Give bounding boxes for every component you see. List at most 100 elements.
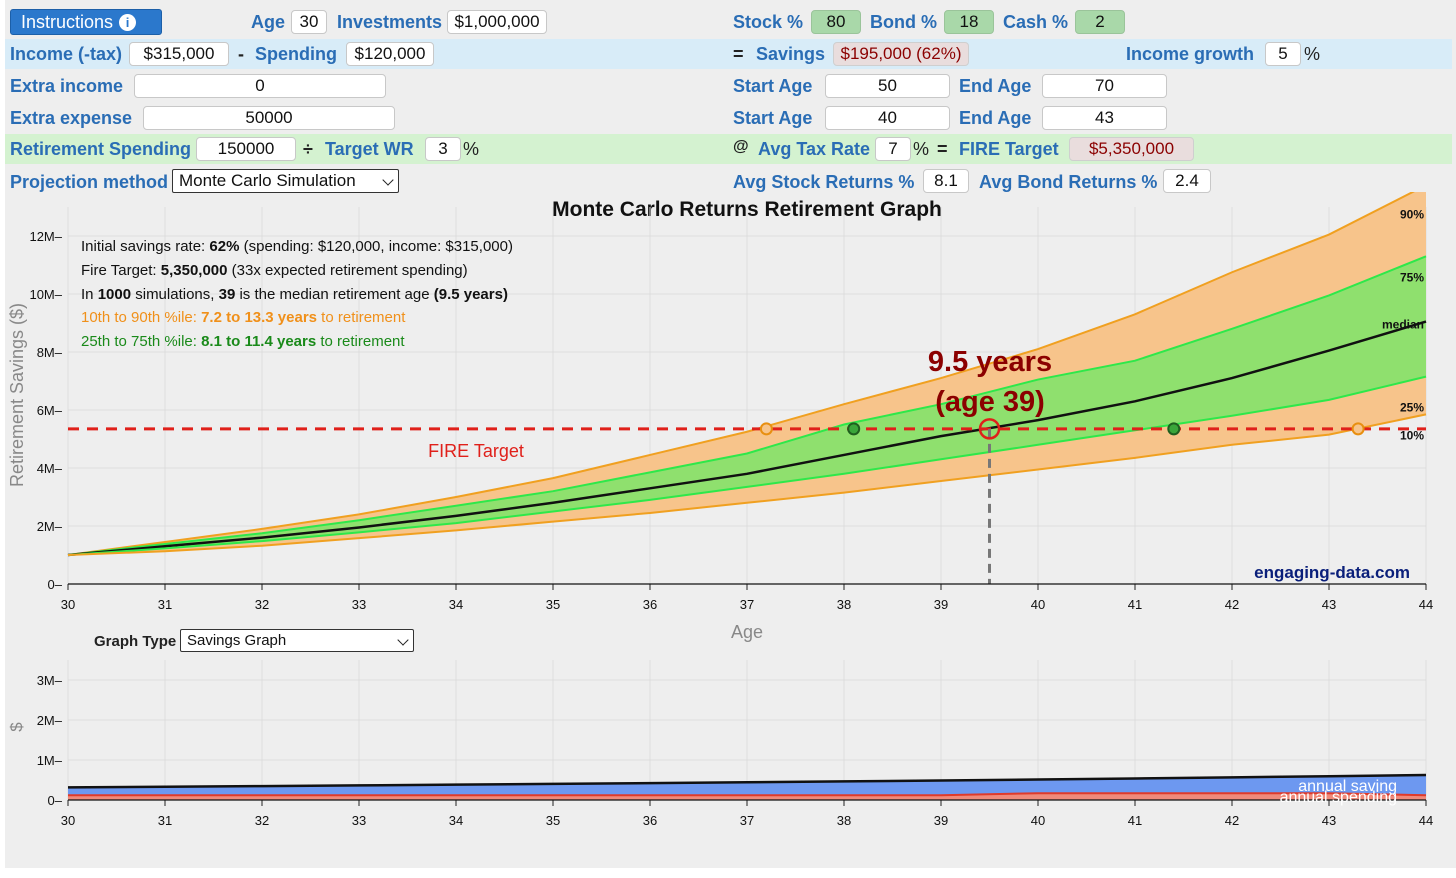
lower-x-tick-label: 35 [546, 813, 560, 828]
tax-rate-label: Avg Tax Rate [758, 139, 871, 159]
extra-income-label: Extra income [10, 76, 124, 96]
retirement-spending-input[interactable] [196, 137, 296, 161]
annotation-savings-rate: Initial savings rate: 62% (spending: $12… [81, 238, 513, 255]
x-tick-label: 33 [352, 597, 366, 612]
lower-y-tick-label: 3M– [37, 673, 63, 688]
series-label-10pct: 10% [1400, 428, 1424, 442]
income-growth-label: Income growth [1126, 44, 1255, 64]
spending-input[interactable] [346, 42, 434, 66]
annual-saving-label: annual saving [1298, 778, 1397, 795]
x-tick-label: 40 [1031, 597, 1045, 612]
chevron-down-icon [397, 634, 409, 646]
lower-x-tick-label: 41 [1128, 813, 1142, 828]
x-axis-label: Age [731, 622, 763, 642]
y-tick-label: 0– [48, 577, 63, 592]
savings-value: $195,000 (62%) [833, 42, 969, 66]
target-wr-label: Target WR [325, 139, 414, 159]
minus-sign: - [238, 44, 244, 64]
y-tick-label: 2M– [37, 519, 63, 534]
info-icon: i [119, 14, 137, 31]
x-tick-label: 44 [1419, 597, 1433, 612]
fire-target-label: FIRE Target [959, 139, 1059, 159]
median-callout-years: 9.5 years [928, 346, 1052, 378]
equals-sign-2: = [937, 139, 948, 159]
crossing-marker-25-75 [1167, 422, 1181, 436]
extra-expense-end-label: End Age [959, 108, 1032, 128]
lower-x-tick-label: 33 [352, 813, 366, 828]
projection-method-select[interactable]: Monte Carlo Simulation [172, 169, 399, 193]
annual-spending-label: annual spending [1280, 789, 1397, 806]
extra-income-input[interactable] [134, 74, 386, 98]
annual-spending-area [68, 793, 1426, 800]
annotation-fire-target: Fire Target: 5,350,000 (33x expected ret… [81, 262, 468, 279]
bond-returns-label: Avg Bond Returns % [979, 172, 1158, 192]
age-input[interactable] [291, 10, 327, 34]
cash-pct-label: Cash % [1003, 12, 1069, 32]
stock-returns-input[interactable] [923, 169, 969, 193]
x-tick-label: 36 [643, 597, 657, 612]
x-tick-label: 35 [546, 597, 560, 612]
income-input[interactable] [129, 42, 229, 66]
lower-x-tick-label: 40 [1031, 813, 1045, 828]
stock-returns-label: Avg Stock Returns % [733, 172, 915, 192]
income-growth-percent: % [1304, 44, 1321, 64]
graph-type-select[interactable]: Savings Graph [180, 629, 414, 652]
lower-y-tick-label: 0– [48, 793, 63, 808]
band-25-75 [68, 256, 1426, 555]
lower-x-tick-label: 30 [61, 813, 75, 828]
projection-method-label: Projection method [10, 172, 169, 192]
series-line-75pct [67, 255, 1427, 556]
equals-sign: = [733, 44, 744, 64]
y-axis-label: Retirement Savings ($) [7, 303, 27, 487]
median-callout-age: (age 39) [935, 386, 1045, 418]
extra-expense-input[interactable] [143, 106, 395, 130]
x-tick-label: 30 [61, 597, 75, 612]
fire-target-value: $5,350,000 [1069, 137, 1194, 161]
income-row-band [5, 39, 1452, 69]
bond-pct-label: Bond % [870, 12, 937, 32]
x-tick-label: 39 [934, 597, 948, 612]
savings-label: Savings [756, 44, 826, 64]
lower-x-tick-label: 42 [1225, 813, 1239, 828]
crossing-marker-25-75 [847, 422, 861, 436]
investments-input[interactable] [447, 10, 547, 34]
extra-income-start-label: Start Age [733, 76, 813, 96]
series-label-25pct: 25% [1400, 401, 1424, 415]
bond-pct-value: 18 [944, 10, 994, 34]
x-tick-label: 31 [158, 597, 172, 612]
x-tick-label: 41 [1128, 597, 1142, 612]
watermark: engaging-data.com [1254, 563, 1410, 582]
x-tick-label: 38 [837, 597, 851, 612]
crossing-marker-10-90 [1351, 422, 1365, 436]
retirement-graph: Monte Carlo Returns Retirement Graph 30 3… [7, 192, 1433, 642]
x-tick-label: 42 [1225, 597, 1239, 612]
target-wr-percent: % [463, 139, 480, 159]
x-tick-label: 43 [1322, 597, 1336, 612]
tax-rate-input[interactable] [875, 137, 911, 161]
lower-x-tick-label: 39 [934, 813, 948, 828]
bond-returns-input[interactable] [1163, 169, 1211, 193]
extra-expense-end-input[interactable] [1042, 106, 1167, 130]
y-tick-label: 10M– [29, 287, 62, 302]
fire-target-line-label: FIRE Target [428, 441, 524, 461]
series-line-25pct [67, 375, 1427, 556]
lower-y-tick-label: 1M– [37, 753, 63, 768]
series-label-90pct: 90% [1400, 207, 1424, 221]
stock-pct-label: Stock % [733, 12, 804, 32]
divide-sign: ÷ [303, 139, 313, 159]
x-tick-label: 32 [255, 597, 269, 612]
lower-x-tick-label: 43 [1322, 813, 1336, 828]
graph-type-label: Graph Type [94, 633, 177, 650]
annual-saving-line [67, 773, 1427, 789]
target-wr-input[interactable] [425, 137, 461, 161]
series-label-median: median [1382, 318, 1424, 332]
extra-income-end-input[interactable] [1042, 74, 1167, 98]
extra-income-start-input[interactable] [825, 74, 950, 98]
income-growth-input[interactable] [1265, 42, 1301, 66]
instructions-button[interactable]: Instructions i [10, 9, 162, 35]
annotation-median-age: In 1000 simulations, 39 is the median re… [81, 286, 508, 303]
lower-x-tick-label: 36 [643, 813, 657, 828]
lower-x-tick-label: 31 [158, 813, 172, 828]
extra-expense-start-input[interactable] [825, 106, 950, 130]
y-tick-label: 8M– [37, 345, 63, 360]
